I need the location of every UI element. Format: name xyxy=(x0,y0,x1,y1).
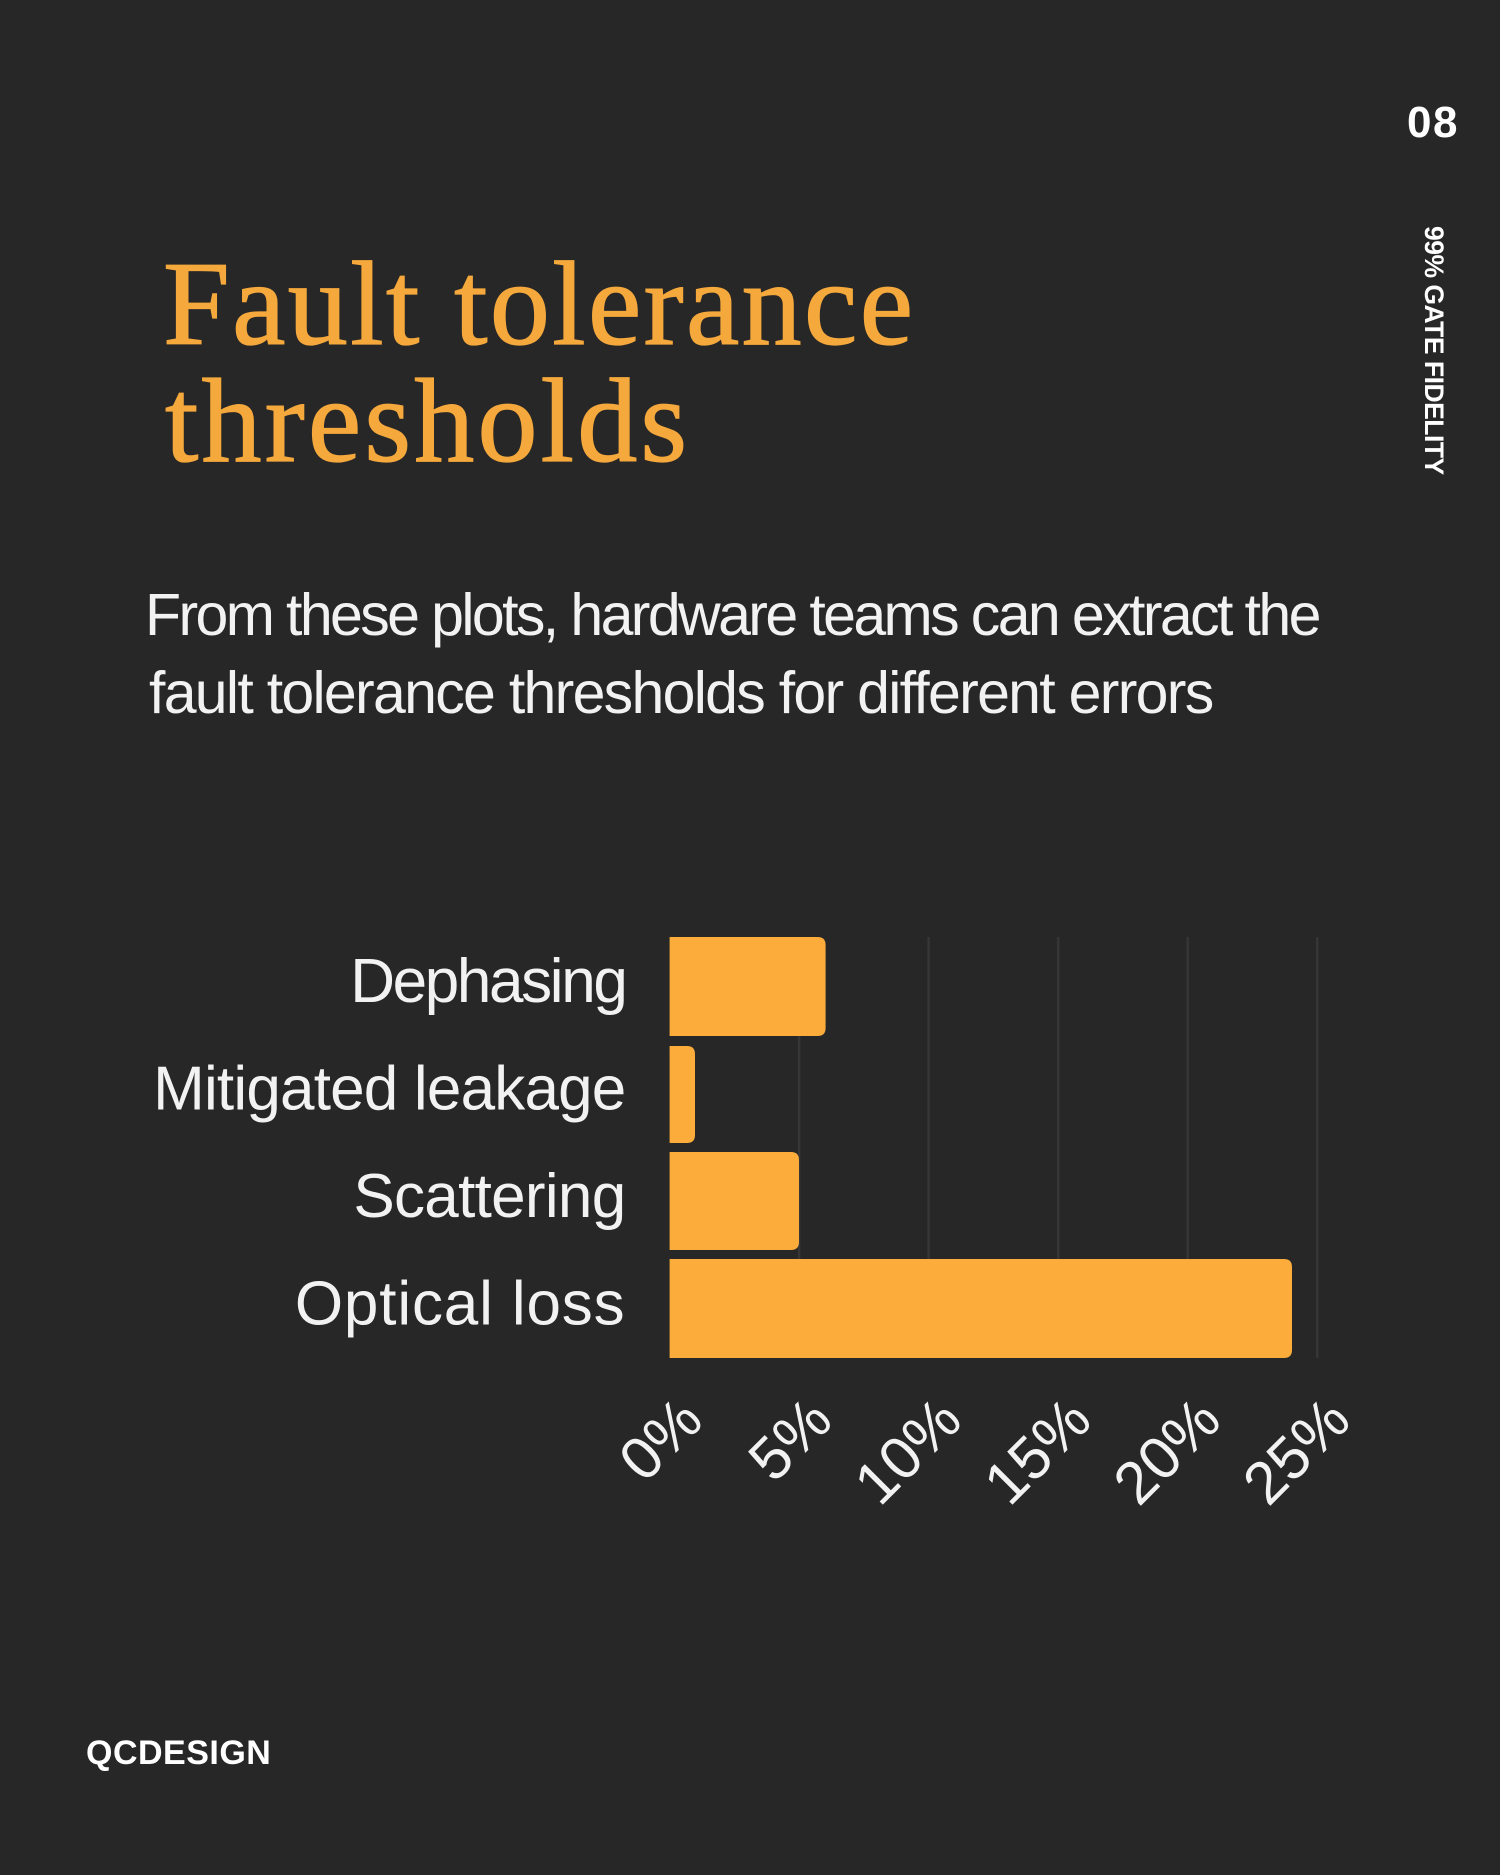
svg-text:Dephasing: Dephasing xyxy=(350,947,625,1016)
svg-text:20%: 20% xyxy=(1101,1385,1233,1517)
svg-text:Optical loss: Optical loss xyxy=(295,1270,626,1339)
svg-text:Scattering: Scattering xyxy=(353,1162,625,1231)
svg-text:15%: 15% xyxy=(971,1385,1103,1517)
svg-text:25%: 25% xyxy=(1230,1385,1362,1517)
svg-text:Mitigated leakage: Mitigated leakage xyxy=(153,1055,625,1124)
svg-text:10%: 10% xyxy=(841,1385,973,1517)
svg-text:0%: 0% xyxy=(606,1385,715,1494)
svg-text:5%: 5% xyxy=(736,1385,845,1494)
